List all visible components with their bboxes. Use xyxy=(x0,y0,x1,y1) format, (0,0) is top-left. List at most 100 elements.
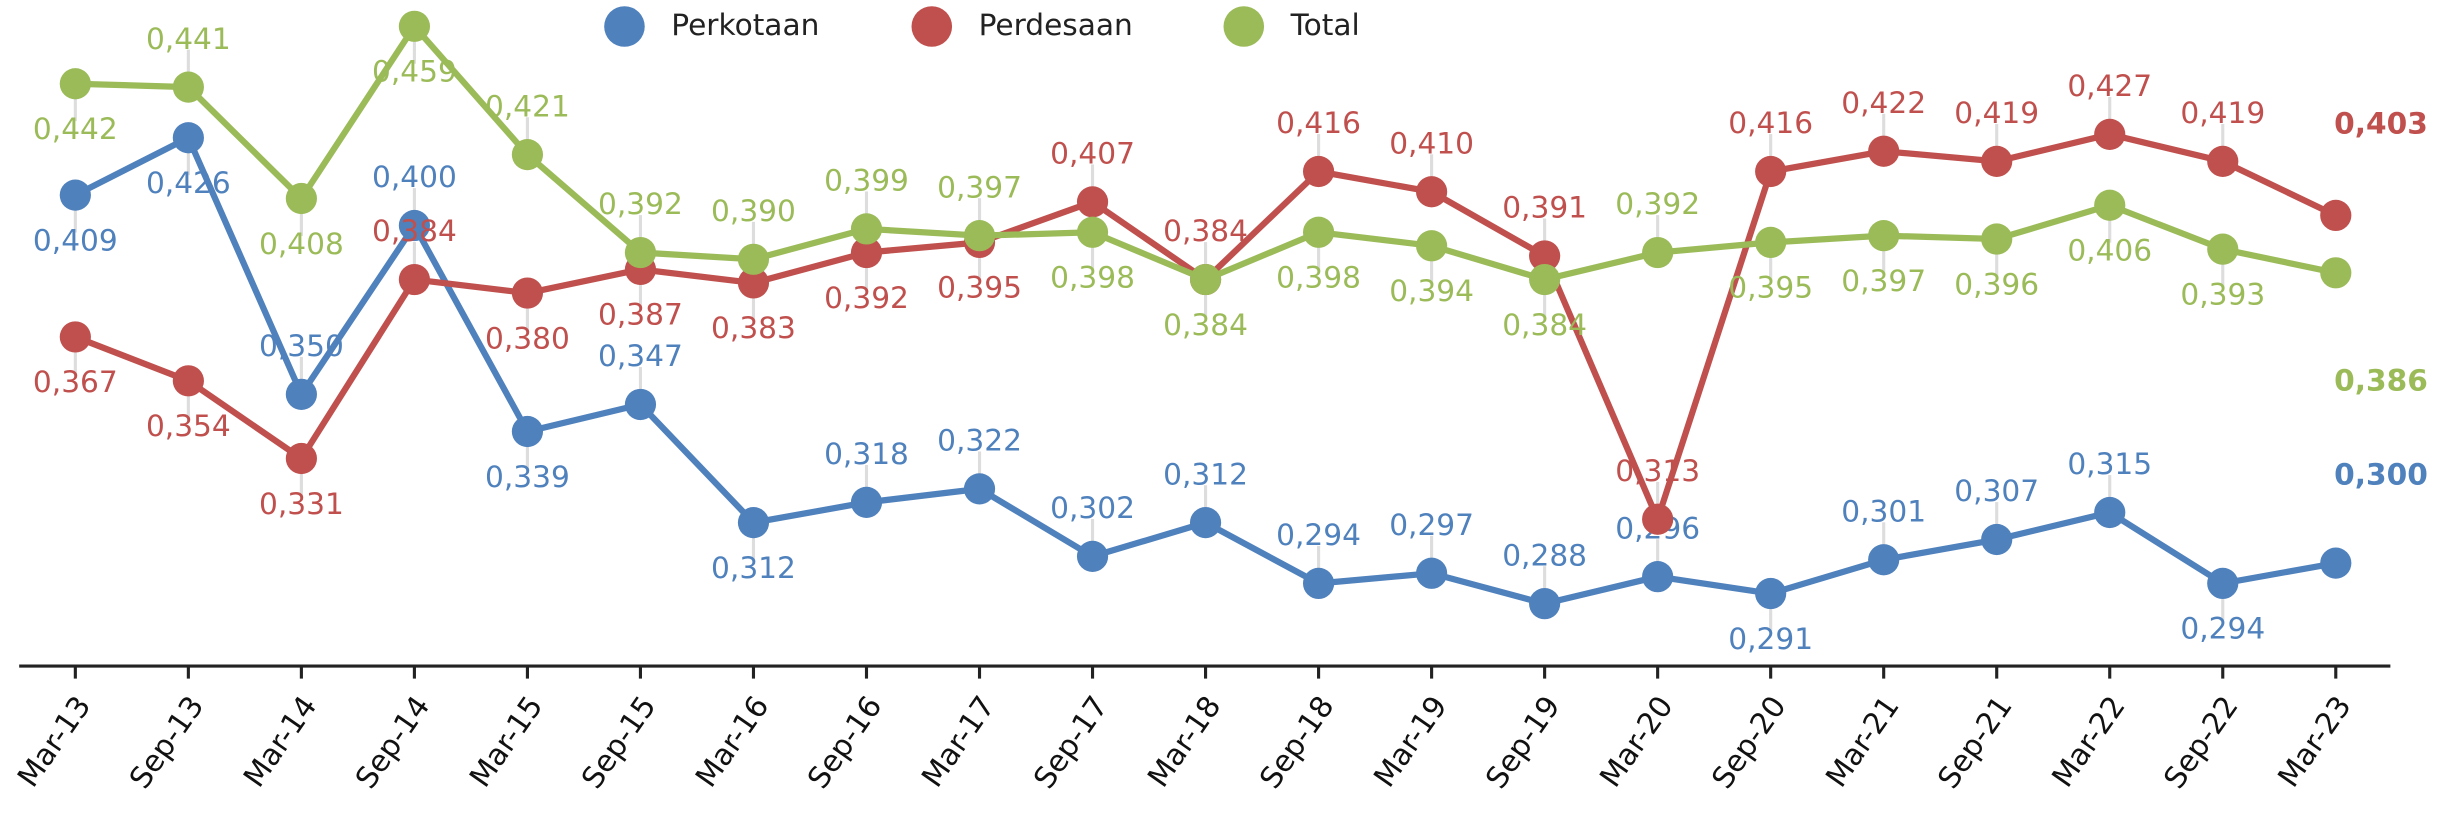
point xyxy=(1416,176,1448,208)
point xyxy=(737,507,770,539)
point xyxy=(1868,135,1900,167)
data-label: 0,367 xyxy=(33,364,118,399)
point xyxy=(1642,503,1674,535)
point xyxy=(1755,577,1787,610)
data-label: 0,312 xyxy=(1163,456,1248,491)
x-tick-label: Mar-16 xyxy=(688,689,775,793)
point xyxy=(1302,216,1335,248)
data-label: 0,395 xyxy=(937,270,1022,305)
point xyxy=(285,442,317,475)
point xyxy=(850,213,883,245)
data-label: 0,387 xyxy=(598,297,683,332)
point xyxy=(1529,588,1561,620)
point xyxy=(2094,189,2126,221)
x-tick-label: Sep-15 xyxy=(574,689,662,794)
point xyxy=(1529,240,1561,272)
x-tick-label: Mar-17 xyxy=(914,689,1001,793)
data-label: 0,399 xyxy=(824,163,909,198)
point xyxy=(2207,145,2239,177)
data-label: 0,347 xyxy=(598,338,683,373)
point xyxy=(850,236,883,269)
data-label: 0,398 xyxy=(1050,260,1135,295)
point xyxy=(1416,230,1448,262)
x-tick-label: Mar-14 xyxy=(236,689,323,793)
data-label: 0,294 xyxy=(2180,611,2265,646)
x-tick-label: Sep-22 xyxy=(2156,689,2244,794)
x-tick-label: Sep-13 xyxy=(122,689,210,794)
data-label: 0,426 xyxy=(146,165,231,200)
data-label: 0,392 xyxy=(598,186,683,221)
point xyxy=(172,365,204,397)
data-label: 0,392 xyxy=(1615,186,1700,221)
data-label: 0,416 xyxy=(1728,105,1813,140)
data-label: 0,291 xyxy=(1728,621,1813,656)
data-label: 0,294 xyxy=(1276,517,1361,552)
x-tick-label: Mar-13 xyxy=(10,689,97,793)
point xyxy=(1642,236,1674,269)
point xyxy=(398,263,431,296)
data-label: 0,403 xyxy=(2334,105,2428,140)
x-tick-label: Sep-20 xyxy=(1704,689,1792,794)
point xyxy=(511,415,544,448)
point xyxy=(172,71,204,103)
data-label: 0,315 xyxy=(2067,446,2152,481)
point xyxy=(398,209,431,242)
point xyxy=(2094,496,2126,529)
x-tick-label: Mar-21 xyxy=(1818,689,1905,793)
data-label: 0,459 xyxy=(372,54,457,89)
data-label: 0,391 xyxy=(1502,190,1587,225)
data-label: 0,318 xyxy=(824,436,909,471)
data-label: 0,441 xyxy=(146,21,231,56)
data-label: 0,307 xyxy=(1954,473,2039,508)
x-tick-label: Mar-23 xyxy=(2270,689,2357,793)
point xyxy=(2320,199,2352,232)
point xyxy=(1076,216,1109,248)
point xyxy=(2320,547,2352,579)
point xyxy=(963,473,996,505)
point xyxy=(963,220,996,252)
data-label: 0,397 xyxy=(1841,263,1926,298)
point xyxy=(1529,263,1561,296)
data-label: 0,410 xyxy=(1389,125,1474,160)
data-label: 0,322 xyxy=(937,423,1022,458)
data-label: 0,397 xyxy=(937,169,1022,204)
data-label: 0,392 xyxy=(824,280,909,315)
data-label: 0,427 xyxy=(2067,68,2152,103)
point xyxy=(2207,233,2239,265)
x-tick-label: Mar-18 xyxy=(1140,689,1227,793)
point xyxy=(511,139,544,171)
data-label: 0,384 xyxy=(1502,307,1587,342)
x-tick-label: Sep-21 xyxy=(1930,689,2018,794)
x-tick-label: Sep-16 xyxy=(800,689,888,794)
data-label: 0,394 xyxy=(1389,273,1474,308)
point xyxy=(285,378,317,410)
point xyxy=(1076,186,1109,218)
data-label: 0,406 xyxy=(2067,233,2152,268)
x-tick-label: Mar-15 xyxy=(462,689,549,793)
point xyxy=(1981,145,2013,177)
x-tick-label: Sep-19 xyxy=(1478,689,1566,794)
point xyxy=(737,267,770,299)
data-label: 0,407 xyxy=(1050,136,1135,171)
legend-marker xyxy=(604,6,645,47)
legend-label: Total xyxy=(1290,7,1360,42)
data-label: 0,393 xyxy=(2180,276,2265,311)
data-label: 0,288 xyxy=(1502,537,1587,572)
data-label: 0,339 xyxy=(485,459,570,494)
data-label: 0,384 xyxy=(1163,307,1248,342)
point xyxy=(1981,223,2013,255)
data-label: 0,380 xyxy=(485,320,570,355)
data-label: 0,384 xyxy=(372,213,457,248)
point xyxy=(285,182,317,215)
point xyxy=(1981,523,2013,556)
point xyxy=(59,179,91,211)
point xyxy=(850,486,883,518)
data-label: 0,416 xyxy=(1276,105,1361,140)
x-tick-label: Mar-20 xyxy=(1592,689,1679,793)
data-label: 0,331 xyxy=(259,486,344,521)
point xyxy=(59,321,91,353)
data-label: 0,312 xyxy=(711,550,796,585)
legend-label: Perkotaan xyxy=(671,7,819,42)
point xyxy=(511,277,544,309)
